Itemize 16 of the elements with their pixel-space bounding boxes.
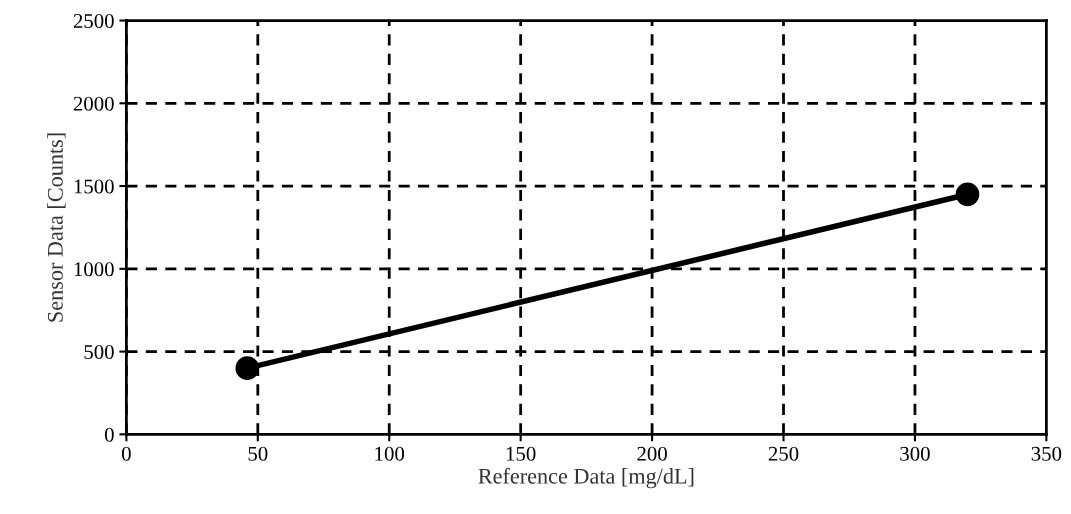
x-tick-label: 350 xyxy=(1031,446,1062,461)
y-tick-label: 1000 xyxy=(74,262,114,277)
y-tick-label: 1500 xyxy=(74,179,114,194)
x-axis-title: Reference Data [mg/dL] xyxy=(478,467,694,489)
x-tick-label: 300 xyxy=(900,446,930,461)
x-tick-label: 250 xyxy=(768,446,799,461)
x-tick-label: 200 xyxy=(637,446,667,461)
y-tick-label: 0 xyxy=(104,427,114,442)
y-tick-label: 2500 xyxy=(73,13,114,28)
x-tick-label: 0 xyxy=(121,446,131,461)
y-tick-label: 500 xyxy=(84,344,114,360)
x-tick-label: 100 xyxy=(375,446,405,461)
y-axis-title: Sensor Data [Counts] xyxy=(47,133,66,322)
x-tick-label: 150 xyxy=(506,446,536,461)
y-tick-label: 2000 xyxy=(73,96,114,111)
x-tick-label: 50 xyxy=(248,446,268,461)
